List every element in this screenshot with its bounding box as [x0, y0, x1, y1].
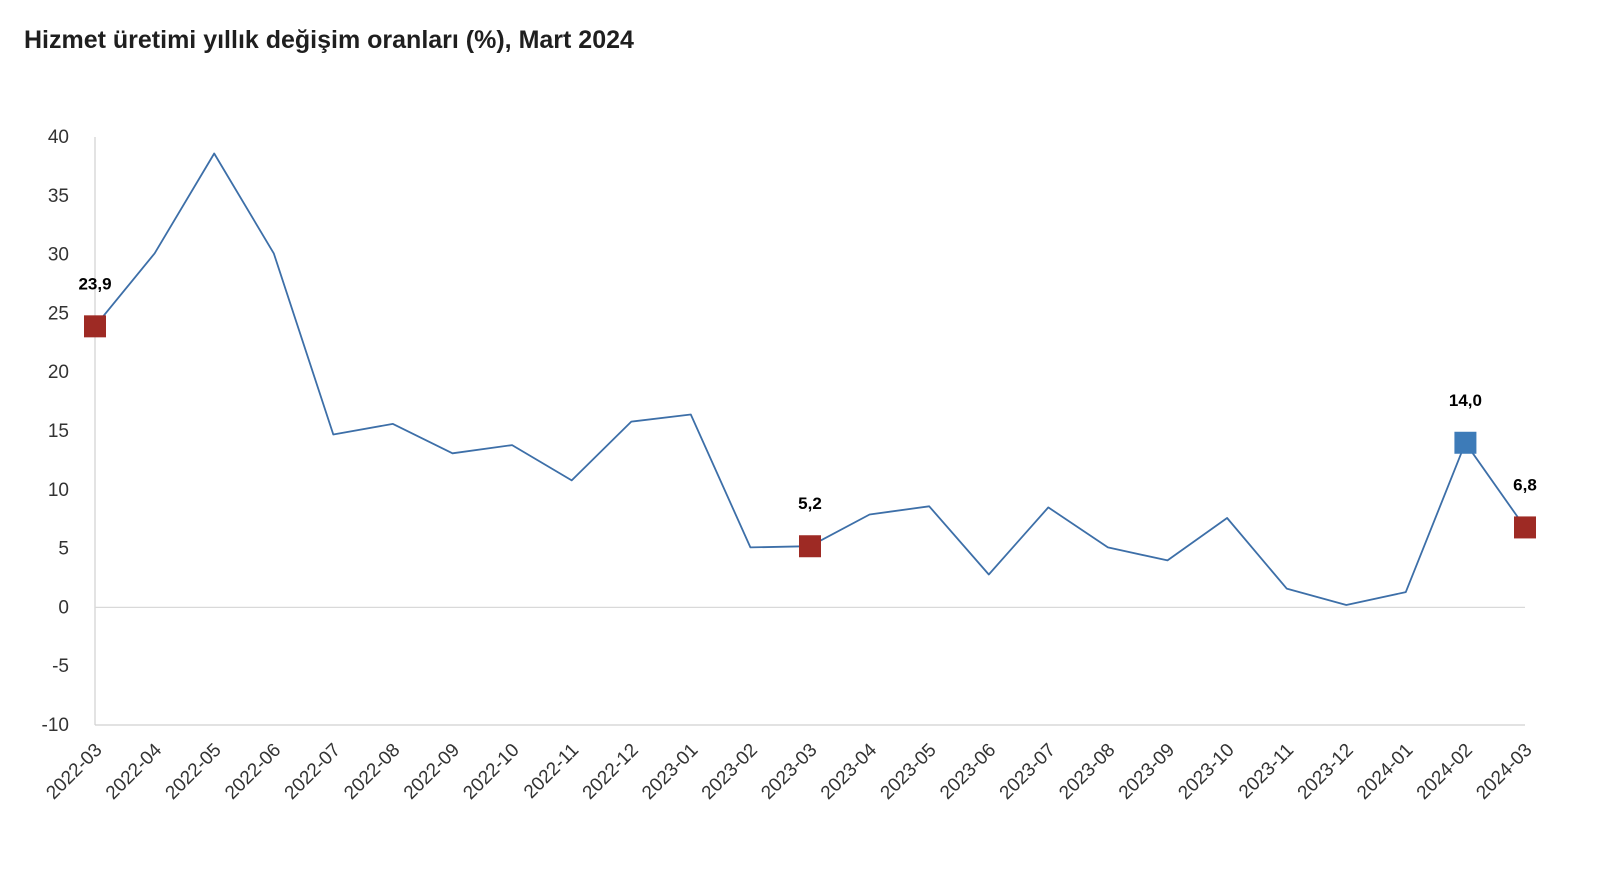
x-tick-label: 2023-04: [817, 739, 881, 803]
highlight-marker: [799, 535, 821, 558]
x-tick-label: 2023-07: [996, 740, 1060, 804]
y-tick-label: 25: [48, 303, 69, 324]
data-labels: 23,9 5,2 14,0 6,8: [78, 274, 1536, 513]
x-tick-label: 2024-02: [1413, 740, 1477, 804]
y-tick-label: 40: [48, 127, 69, 148]
x-tick-label: 2022-05: [162, 740, 226, 804]
y-tick-label: 5: [58, 539, 69, 560]
data-label: 5,2: [798, 494, 822, 513]
x-tick-label: 2022-06: [221, 740, 285, 804]
x-tick-label: 2022-03: [42, 740, 106, 804]
y-tick-label: 30: [48, 245, 69, 266]
x-tick-label: 2022-12: [579, 740, 643, 804]
x-tick-label: 2022-09: [400, 740, 464, 804]
x-tick-label: 2022-07: [281, 740, 345, 804]
data-label: 6,8: [1513, 475, 1537, 494]
highlight-marker: [1454, 431, 1477, 454]
x-tick-label: 2023-09: [1115, 740, 1179, 804]
data-label: 14,0: [1449, 391, 1482, 410]
y-tick-label: -10: [42, 715, 69, 736]
highlight-markers: [84, 315, 1536, 558]
y-tick-label: 10: [48, 480, 69, 501]
x-tick-label: 2022-10: [459, 740, 523, 804]
y-tick-label: 0: [58, 597, 69, 618]
chart-title: Hizmet üretimi yıllık değişim oranları (…: [24, 26, 634, 54]
y-axis-ticks: 40 35 30 25 20 15 10 5 0 -5 -10: [42, 127, 69, 736]
y-tick-label: 15: [48, 421, 69, 442]
chart-axes: [94, 137, 1525, 726]
x-tick-label: 2024-03: [1472, 740, 1536, 804]
y-tick-label: -5: [52, 656, 69, 677]
x-tick-label: 2022-04: [102, 739, 166, 803]
highlight-marker: [84, 315, 106, 338]
y-tick-label: 35: [48, 186, 69, 207]
x-tick-label: 2022-11: [520, 740, 583, 803]
x-tick-label: 2023-01: [638, 740, 702, 804]
x-tick-label: 2022-08: [340, 740, 404, 804]
highlight-marker: [1514, 516, 1536, 539]
data-label: 23,9: [78, 274, 111, 293]
x-tick-label: 2023-03: [757, 740, 821, 804]
x-tick-label: 2023-05: [877, 740, 941, 804]
x-tick-label: 2023-06: [936, 740, 1000, 804]
y-tick-label: 20: [48, 362, 69, 383]
x-tick-label: 2023-12: [1294, 740, 1358, 804]
x-tick-label: 2023-11: [1235, 740, 1298, 803]
x-tick-label: 2023-10: [1174, 740, 1238, 804]
x-tick-label: 2023-08: [1055, 740, 1119, 804]
x-axis-ticks: 2022-032022-042022-052022-062022-072022-…: [42, 739, 1536, 803]
x-tick-label: 2023-02: [698, 740, 762, 804]
x-tick-label: 2024-01: [1353, 740, 1417, 804]
